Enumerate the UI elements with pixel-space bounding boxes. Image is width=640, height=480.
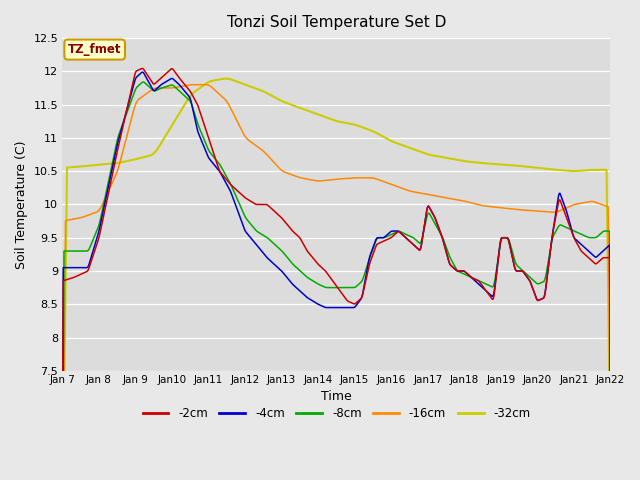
X-axis label: Time: Time [321, 391, 352, 404]
Title: Tonzi Soil Temperature Set D: Tonzi Soil Temperature Set D [227, 15, 446, 30]
Legend: -2cm, -4cm, -8cm, -16cm, -32cm: -2cm, -4cm, -8cm, -16cm, -32cm [138, 402, 535, 425]
Text: TZ_fmet: TZ_fmet [68, 43, 122, 56]
Y-axis label: Soil Temperature (C): Soil Temperature (C) [15, 140, 28, 269]
